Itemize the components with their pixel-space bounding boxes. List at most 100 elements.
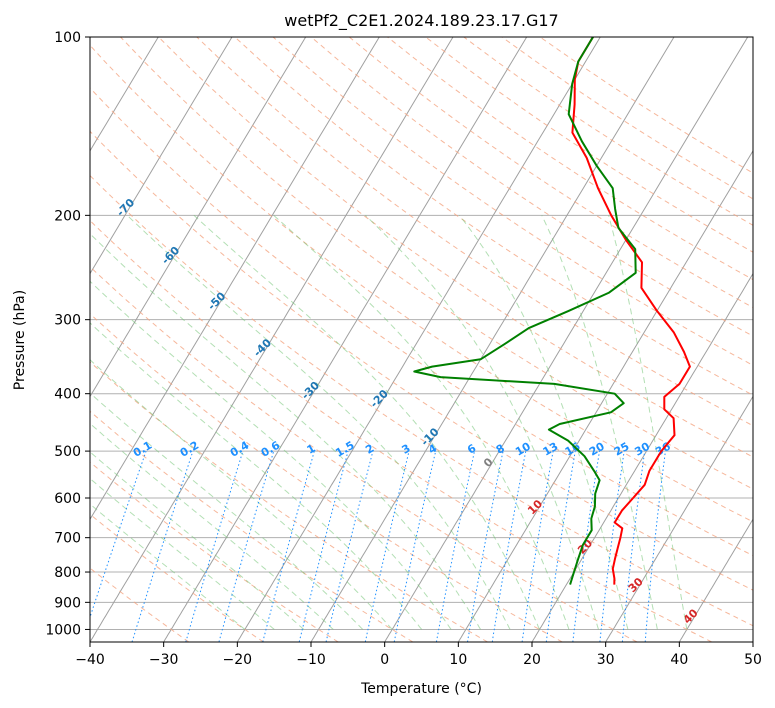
x-tick-label: 30	[597, 652, 615, 668]
x-tick-label: −30	[149, 652, 179, 668]
y-axis-label: Pressure (hPa)	[12, 290, 28, 390]
mixing-ratio-label: 2	[363, 442, 376, 457]
dry-adiabat-line	[90, 130, 753, 591]
dry-adiabat-line	[90, 461, 339, 642]
isotherm-line	[90, 37, 233, 275]
y-tick-label: 300	[54, 313, 81, 329]
mixing-ratio-line	[621, 451, 646, 642]
moist-adiabat-line	[459, 214, 629, 630]
dry-adiabat-line	[310, 37, 753, 337]
isotherm-line	[384, 37, 749, 642]
isotherm-line	[605, 395, 753, 642]
y-tick-label: 800	[54, 565, 81, 581]
moist-adiabat-line	[90, 477, 275, 630]
moist-adiabat-line	[541, 215, 658, 630]
isotherm-line	[90, 37, 307, 398]
x-tick-label: −10	[296, 652, 326, 668]
y-tick-label: 400	[54, 387, 81, 403]
dry-adiabat-line	[425, 37, 753, 253]
mixing-ratio-line	[393, 450, 437, 642]
dry-adiabat-line	[90, 312, 563, 642]
x-axis-label: Temperature (°C)	[360, 681, 482, 697]
y-tick-label: 100	[54, 30, 81, 46]
temperature-profile-line	[571, 37, 691, 585]
x-tick-label: 20	[523, 652, 541, 668]
mixing-ratio-label: 0.6	[259, 438, 283, 459]
isotherm-line	[678, 518, 753, 642]
y-tick-label: 500	[54, 444, 81, 460]
mixing-ratio-label: 30	[632, 440, 652, 459]
y-tick-label: 600	[54, 491, 81, 507]
moist-adiabat-line	[608, 215, 688, 630]
dry-adiabat-line	[90, 219, 712, 642]
dry-adiabat-line	[234, 37, 753, 396]
mixing-ratio-label: 10	[513, 440, 533, 459]
mixing-ratio-label: 3	[400, 442, 413, 457]
mixing-ratio-line	[572, 451, 600, 642]
mixing-ratio-label: 6	[465, 441, 478, 456]
moist-adiabat-line	[90, 280, 452, 630]
moist-adiabat-line	[90, 233, 482, 630]
x-tick-label: −20	[223, 652, 253, 668]
isotherm-line	[752, 641, 753, 642]
isotherm-line	[0, 37, 11, 642]
y-tick-label: 900	[54, 595, 81, 611]
dry-adiabat-line	[158, 37, 753, 458]
mixing-ratio-line	[325, 450, 374, 642]
isotherm-line	[457, 149, 753, 642]
dry-adiabat-line	[90, 361, 488, 642]
mixing-ratio-label: 8	[494, 442, 507, 457]
y-tick-label: 700	[54, 531, 81, 547]
moist-adiabat-line	[90, 322, 423, 630]
isotherm-label: -100	[0, 56, 2, 85]
y-tick-label: 200	[54, 208, 81, 224]
isotherm-label: -80	[67, 152, 90, 175]
dry-adiabat-line	[90, 174, 753, 627]
isotherm-label: -20	[368, 387, 391, 410]
isotherm-label: -60	[159, 244, 182, 267]
x-tick-label: 0	[380, 652, 389, 668]
y-tick-label: 1000	[45, 622, 81, 638]
dry-adiabat-line	[90, 266, 638, 642]
mixing-ratio-line	[599, 451, 625, 642]
isotherm-label: -90	[21, 106, 44, 129]
moist-adiabat-line	[90, 359, 393, 630]
mixing-ratio-label: 0.1	[131, 439, 154, 460]
dry-adiabat-line	[90, 567, 190, 642]
mixing-ratio-line	[644, 451, 666, 642]
moist-adiabat-line	[90, 422, 334, 630]
isotherm-line	[310, 37, 675, 642]
moist-adiabat-line	[90, 392, 364, 630]
dry-adiabat-line	[90, 44, 753, 523]
isotherm-line	[531, 272, 753, 642]
isotherm-line	[90, 37, 380, 521]
isotherm-label: -40	[251, 336, 274, 359]
chart-title: wetPf2_C2E1.2024.189.23.17.G17	[284, 11, 558, 31]
mixing-ratio-line	[545, 451, 576, 642]
isotherm-label: -10	[418, 425, 441, 448]
isotherm-line	[163, 37, 528, 642]
dry-adiabat-line	[272, 37, 753, 366]
mixing-ratio-label: 0.4	[228, 438, 252, 459]
moist-adiabat-line	[193, 214, 540, 630]
mixing-ratio-label: 20	[587, 440, 607, 459]
moist-adiabat-line	[273, 214, 570, 630]
mixing-ratio-line	[262, 450, 315, 642]
mixing-ratio-line	[364, 450, 410, 642]
isotherm-line	[236, 37, 601, 642]
x-tick-label: 40	[670, 652, 688, 668]
plot-area: 0.10.20.40.611.52346810131620253036-100-…	[0, 37, 753, 642]
axes-ticks: −40 −30 −20 −10 0 10 20 30 40 5010020030040050060…	[45, 30, 762, 668]
dry-adiabat-line	[120, 37, 753, 490]
mixing-ratio-line	[218, 450, 275, 642]
mixing-ratio-label: 1.5	[333, 439, 356, 460]
x-tick-label: −40	[75, 652, 105, 668]
mixing-ratio-line	[521, 451, 554, 642]
dry-adiabat-line	[196, 37, 753, 427]
x-tick-label: 50	[744, 652, 762, 668]
dry-adiabat-line	[90, 87, 753, 557]
isotherm-label: -50	[205, 289, 228, 312]
mixing-ratio-line	[185, 450, 244, 642]
x-tick-label: 10	[449, 652, 467, 668]
